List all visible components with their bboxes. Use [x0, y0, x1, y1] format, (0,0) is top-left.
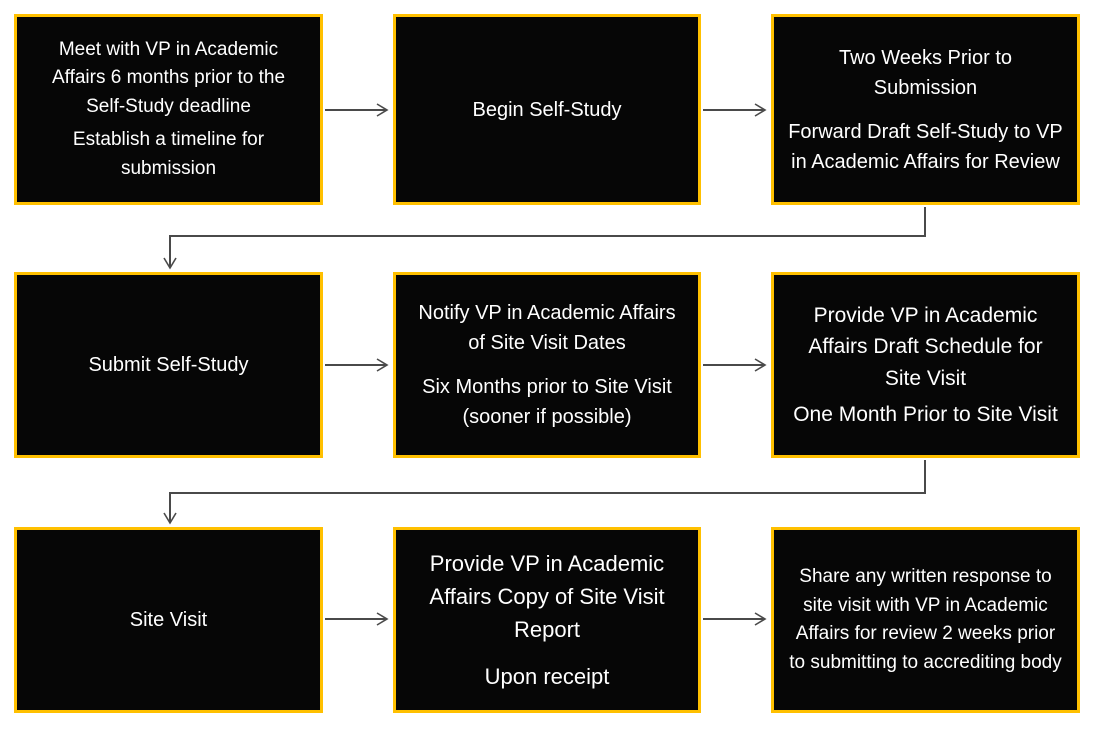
step-text: Notify VP in Academic Affairs of Site Vi…: [418, 302, 676, 354]
flow-box-notify-vp: Notify VP in Academic Affairs of Site Vi…: [393, 272, 701, 458]
flow-box-site-visit: Site Visit: [14, 527, 323, 713]
flow-box-begin-self-study: Begin Self-Study: [393, 14, 701, 205]
step-text: Forward Draft Self-Study to VP in Academ…: [788, 120, 1063, 173]
flow-box-draft-schedule: Provide VP in Academic Affairs Draft Sch…: [771, 272, 1080, 458]
flow-box-written-response: Share any written response to site visit…: [771, 527, 1080, 713]
step-text: Submit Self-Study: [88, 354, 249, 376]
step-text: Six Months prior to Site Visit (sooner i…: [422, 376, 672, 428]
step-text: Establish a timeline for submission: [72, 129, 265, 179]
flow-box-two-weeks-prior: Two Weeks Prior to Submission Forward Dr…: [771, 14, 1080, 205]
flow-box-submit-self-study: Submit Self-Study: [14, 272, 323, 458]
step-text: Two Weeks Prior to Submission: [838, 46, 1013, 99]
step-text: Begin Self-Study: [472, 98, 622, 121]
step-text: Site Visit: [129, 609, 208, 631]
flow-box-site-visit-report: Provide VP in Academic Affairs Copy of S…: [393, 527, 701, 713]
step-text: Upon receipt: [484, 664, 610, 689]
step-text: Meet with VP in Academic Affairs 6 month…: [51, 38, 286, 117]
step-text: Provide VP in Academic Affairs Draft Sch…: [808, 303, 1043, 390]
elbow-two-weeks-to-submit: [163, 207, 926, 270]
step-text: One Month Prior to Site Visit: [793, 403, 1058, 426]
step-text: Share any written response to site visit…: [789, 566, 1062, 673]
step-text: Provide VP in Academic Affairs Copy of S…: [429, 551, 665, 642]
flow-box-meet-vp: Meet with VP in Academic Affairs 6 month…: [14, 14, 323, 205]
elbow-schedule-to-visit: [163, 460, 926, 525]
